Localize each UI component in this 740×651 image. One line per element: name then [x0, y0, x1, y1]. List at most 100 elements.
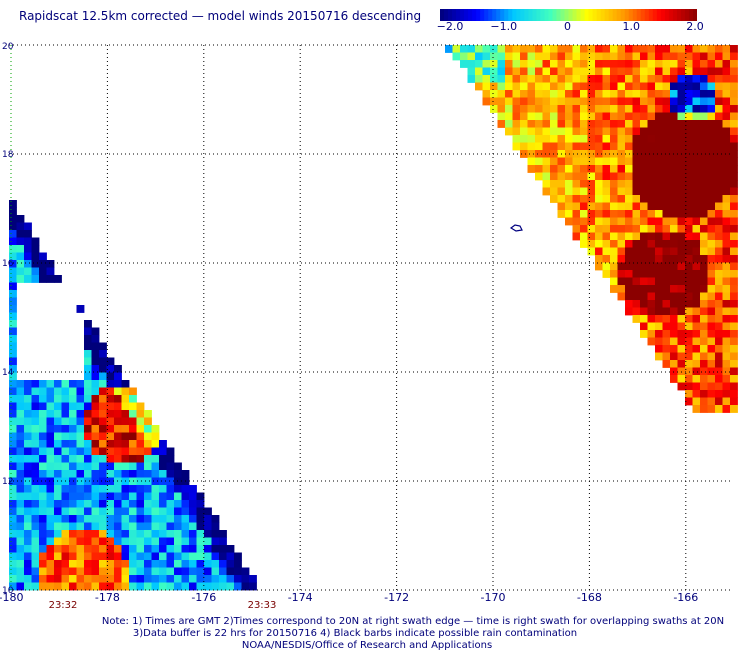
wind-diff-cell — [520, 52, 528, 61]
wind-diff-cell — [715, 367, 723, 376]
wind-diff-cell — [677, 202, 686, 211]
wind-diff-cell — [707, 307, 716, 316]
wind-diff-cell — [685, 285, 693, 293]
wind-diff-cell — [610, 75, 618, 83]
colorbar-segment — [628, 9, 634, 21]
wind-diff-cell — [677, 127, 686, 136]
wind-diff-cell — [46, 552, 55, 561]
wind-diff-cell — [557, 202, 566, 211]
wind-diff-cell — [685, 180, 693, 188]
wind-diff-cell — [617, 90, 626, 98]
wind-diff-cell — [482, 75, 491, 83]
wind-diff-cell — [670, 187, 678, 196]
wind-diff-cell — [69, 530, 77, 538]
wind-diff-cell — [692, 67, 701, 76]
colorbar-segment — [456, 9, 461, 21]
wind-diff-cell — [572, 60, 581, 68]
wind-diff-cell — [84, 380, 92, 388]
wind-diff-cell — [647, 82, 656, 91]
wind-diff-cell — [640, 45, 648, 53]
wind-diff-cell — [61, 470, 70, 478]
wind-diff-cell — [24, 492, 32, 501]
wind-diff-cell — [445, 45, 453, 53]
wind-diff-cell — [159, 440, 167, 448]
wind-diff-cell — [482, 45, 491, 53]
wind-diff-cell — [730, 165, 738, 173]
wind-diff-cell — [144, 447, 152, 456]
wind-diff-cell — [640, 165, 648, 173]
wind-diff-cell — [527, 157, 536, 166]
wind-diff-cell — [715, 120, 723, 128]
wind-diff-cell — [632, 82, 641, 91]
colorbar-segment — [504, 9, 509, 21]
wind-diff-cell — [121, 492, 130, 501]
wind-diff-cell — [610, 202, 618, 211]
wind-diff-cell — [677, 142, 686, 151]
wind-diff-cell — [557, 60, 566, 68]
wind-diff-cell — [46, 387, 55, 396]
wind-diff-cell — [565, 97, 573, 106]
wind-diff-cell — [602, 112, 611, 121]
wind-diff-cell — [670, 127, 678, 136]
wind-diff-cell — [24, 560, 32, 568]
wind-diff-cell — [662, 277, 671, 286]
wind-diff-cell — [542, 142, 551, 151]
wind-diff-cell — [700, 337, 708, 346]
wind-diff-cell — [174, 575, 182, 583]
wind-diff-cell — [24, 552, 32, 561]
wind-diff-cell — [587, 217, 596, 226]
wind-diff-cell — [31, 447, 40, 456]
wind-diff-cell — [181, 552, 190, 561]
wind-diff-cell — [535, 112, 543, 121]
wind-diff-cell — [69, 440, 77, 448]
wind-diff-cell — [9, 252, 17, 261]
wind-diff-cell — [685, 67, 693, 76]
wind-diff-cell — [692, 240, 701, 248]
wind-diff-cell — [700, 397, 708, 406]
wind-diff-cell — [189, 575, 197, 583]
wind-diff-cell — [129, 500, 137, 508]
wind-diff-cell — [121, 485, 130, 493]
wind-diff-cell — [587, 75, 596, 83]
wind-diff-cell — [685, 397, 693, 406]
wind-diff-cell — [166, 477, 175, 486]
wind-diff-cell — [715, 360, 723, 368]
wind-diff-cell — [640, 52, 648, 61]
wind-diff-cell — [692, 75, 701, 83]
wind-diff-cell — [106, 447, 115, 456]
wind-diff-cell — [54, 440, 62, 448]
wind-diff-cell — [61, 582, 70, 591]
wind-diff-cell — [9, 515, 17, 523]
wind-diff-cell — [9, 215, 17, 223]
wind-diff-cell — [39, 417, 47, 426]
wind-diff-cell — [482, 67, 491, 76]
wind-diff-cell — [722, 307, 731, 316]
wind-diff-cell — [31, 515, 40, 523]
wind-diff-cell — [99, 477, 107, 486]
wind-diff-cell — [632, 307, 641, 316]
wind-diff-cell — [76, 477, 85, 486]
wind-diff-cell — [707, 225, 716, 233]
wind-diff-cell — [692, 105, 701, 113]
wind-diff-cell — [670, 322, 678, 331]
wind-diff-cell — [707, 60, 716, 68]
wind-diff-cell — [542, 157, 551, 166]
wind-diff-cell — [84, 492, 92, 501]
wind-diff-cell — [602, 82, 611, 91]
wind-diff-cell — [610, 52, 618, 61]
wind-diff-cell — [475, 52, 483, 61]
wind-diff-cell — [505, 120, 513, 128]
wind-diff-cell — [572, 142, 581, 151]
wind-diff-cell — [715, 105, 723, 113]
wind-diff-cell — [587, 240, 596, 248]
wind-diff-cell — [602, 270, 611, 278]
wind-diff-cell — [647, 240, 656, 248]
wind-diff-cell — [189, 545, 197, 553]
wind-diff-cell — [707, 277, 716, 286]
wind-diff-cell — [632, 315, 641, 323]
wind-diff-cell — [617, 270, 626, 278]
wind-diff-cell — [54, 425, 62, 433]
wind-diff-cell — [595, 112, 603, 121]
wind-diff-cell — [121, 447, 130, 456]
wind-diff-cell — [580, 232, 588, 241]
